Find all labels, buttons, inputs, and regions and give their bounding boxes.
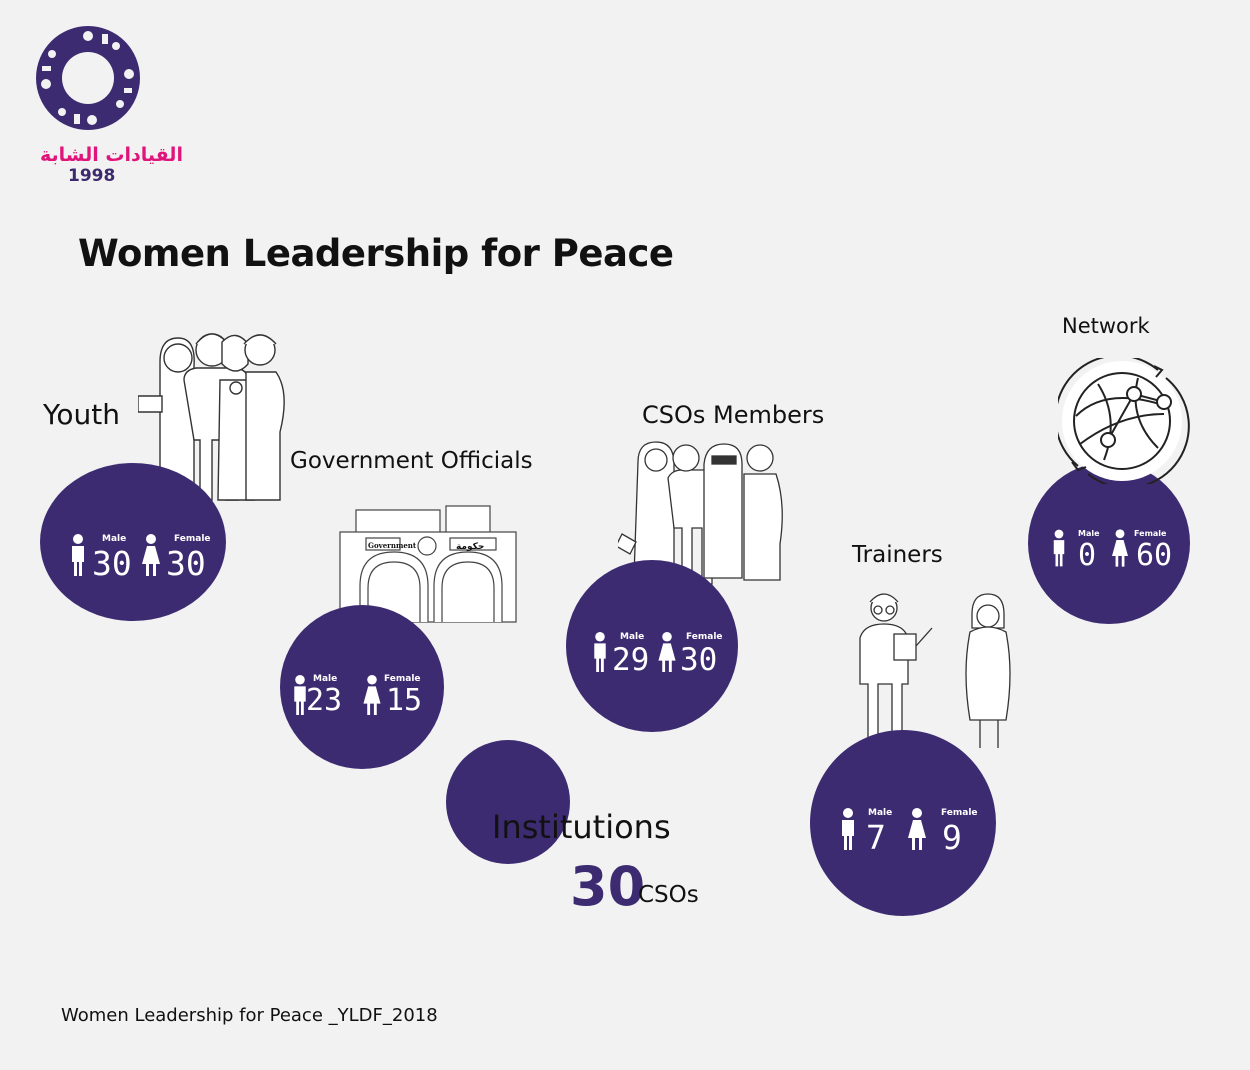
csos-male-label: Male: [620, 632, 645, 642]
government-building-illustration: Government حكومة: [339, 505, 517, 623]
male-icon: [594, 632, 606, 672]
network-stats: Male 0 Female 60: [1028, 462, 1190, 624]
people-group-illustration: [138, 333, 285, 501]
youth-label: Youth: [43, 398, 120, 431]
government-male-label: Male: [313, 674, 338, 684]
male-icon: [72, 534, 84, 576]
network-label: Network: [1062, 314, 1150, 338]
csos-stats: Male 29 Female 30: [566, 560, 738, 732]
trainers-illustration: [859, 593, 1011, 751]
female-icon: [142, 534, 160, 576]
government-female-value: 15: [386, 683, 423, 718]
trainers-circle: [810, 730, 996, 916]
male-icon: [842, 808, 854, 850]
network-female-label: Female: [1134, 529, 1167, 538]
government-female-label: Female: [384, 674, 421, 684]
csos-female-label: Female: [686, 632, 723, 642]
government-stats: Male 23 Female 15: [280, 605, 444, 769]
logo-emblem: [36, 26, 140, 130]
institutions-label: Institutions: [492, 808, 671, 846]
trainers-female-label: Female: [941, 808, 978, 818]
trainers-male-label: Male: [868, 808, 893, 818]
network-icon: [1058, 358, 1190, 484]
youth-female-value: 30: [166, 544, 206, 583]
institutions-circle: [446, 740, 570, 864]
female-icon: [908, 808, 926, 850]
people-group-illustration: [618, 441, 783, 585]
government-male-value: 23: [306, 683, 343, 718]
trainers-stats: Male 7 Female 9: [810, 730, 996, 916]
male-icon: [294, 675, 306, 715]
trainers-male-value: 7: [866, 818, 886, 857]
youth-circle: [40, 463, 226, 621]
youth-male-label: Male: [102, 534, 127, 544]
network-female-value: 60: [1136, 538, 1173, 573]
institutions-value: 30: [570, 855, 646, 918]
page-title: Women Leadership for Peace: [78, 232, 674, 275]
network-male-value: 0: [1078, 538, 1097, 573]
government-sign-ar: حكومة: [456, 542, 484, 552]
network-male-label: Male: [1078, 529, 1100, 538]
government-label: Government Officials: [290, 448, 533, 474]
female-icon: [363, 675, 381, 715]
youth-male-value: 30: [92, 544, 132, 583]
male-icon: [1053, 529, 1065, 567]
logo-arabic-text: القيادات الشابة: [40, 144, 183, 166]
csos-label: CSOs Members: [642, 401, 825, 429]
institutions-unit: CSOs: [638, 882, 699, 908]
footer-credit: Women Leadership for Peace _YLDF_2018: [61, 1005, 438, 1026]
government-sign-en: Government: [368, 541, 417, 550]
youth-female-label: Female: [174, 534, 211, 544]
csos-male-value: 29: [612, 642, 650, 678]
trainers-female-value: 9: [942, 818, 962, 857]
csos-female-value: 30: [680, 642, 718, 678]
government-circle: [280, 605, 444, 769]
logo-year: 1998: [68, 166, 116, 186]
female-icon: [1112, 529, 1128, 567]
female-icon: [658, 632, 676, 672]
youth-stats: Male 30 Female 30: [40, 463, 226, 621]
trainers-label: Trainers: [852, 542, 943, 568]
